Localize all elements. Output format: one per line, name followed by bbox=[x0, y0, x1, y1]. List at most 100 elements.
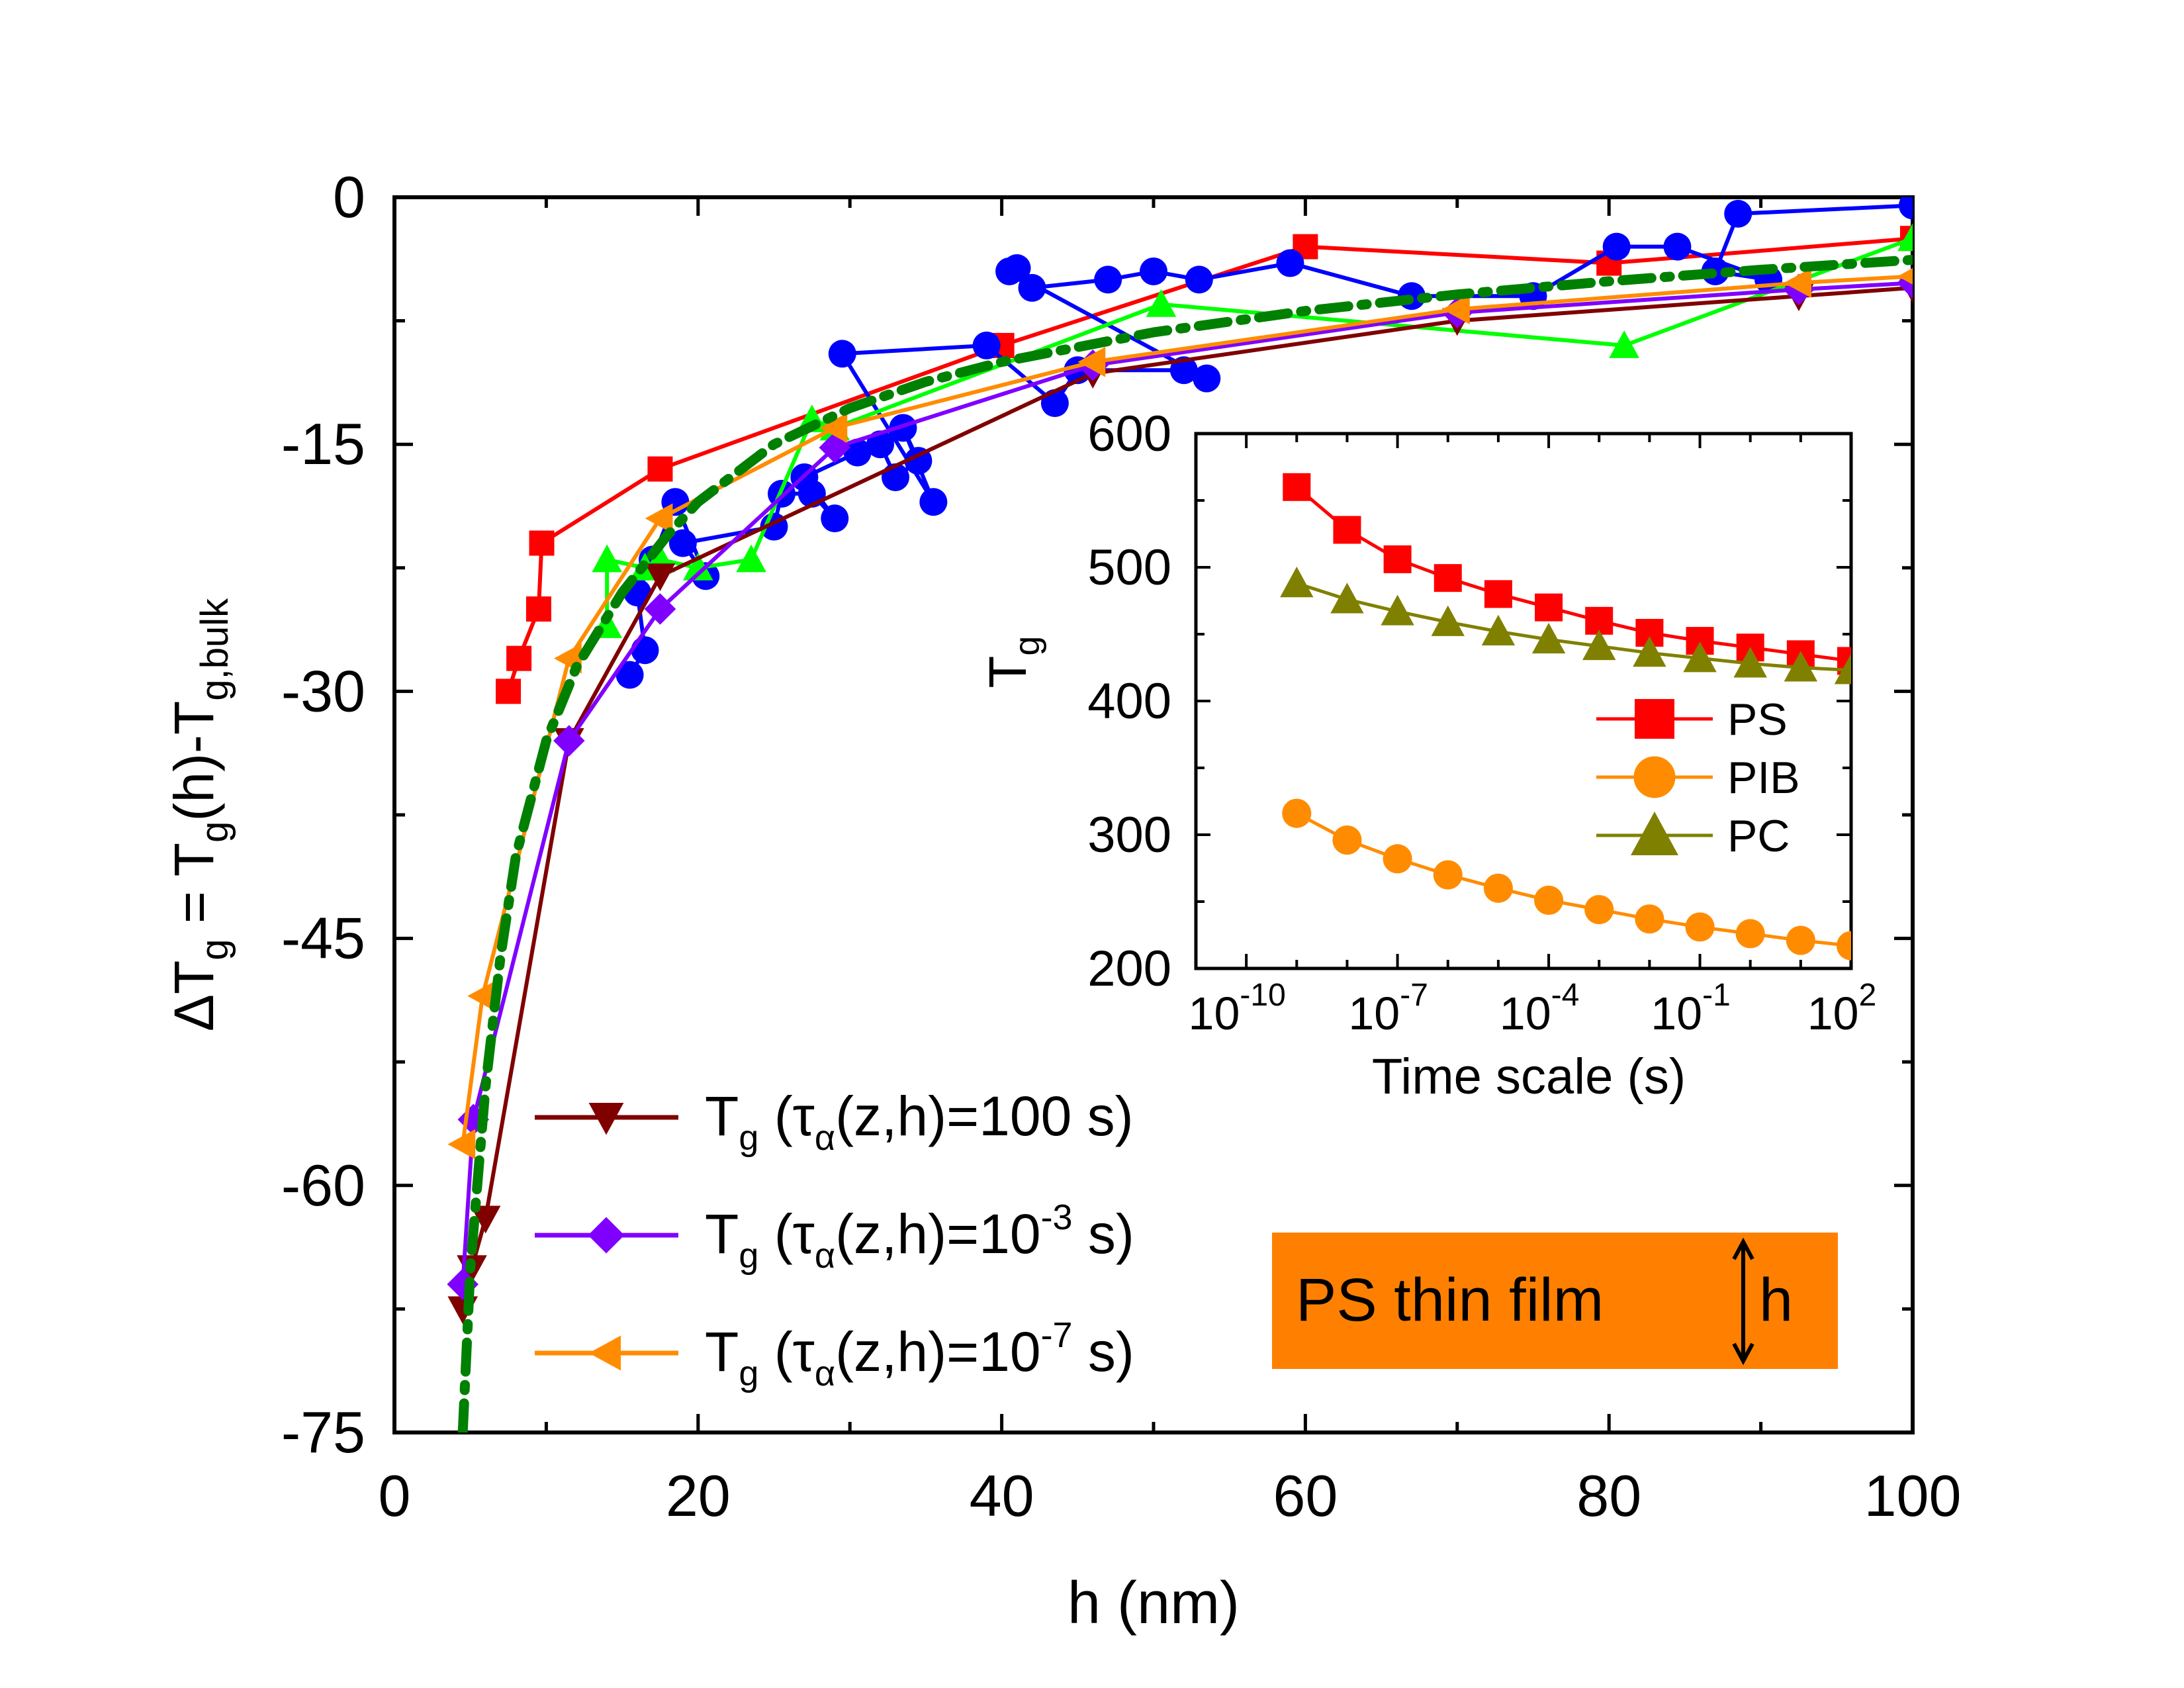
data-point bbox=[1185, 265, 1213, 294]
inset-plot-frame bbox=[1194, 432, 1853, 970]
inset-data-point bbox=[1685, 912, 1715, 942]
inset-data-point bbox=[1836, 931, 1851, 961]
data-point bbox=[525, 596, 551, 622]
inset-x-tick-label: 10-7 bbox=[1348, 978, 1428, 1039]
inset-x-tick-exponent: -10 bbox=[1240, 978, 1285, 1013]
data-point bbox=[645, 503, 673, 534]
data-point bbox=[529, 530, 555, 556]
x-tick-label: 0 bbox=[379, 1463, 411, 1528]
inset-x-tick-exponent: 2 bbox=[1859, 978, 1877, 1013]
inset-data-point bbox=[1635, 904, 1664, 934]
legend-swatch-1e-3s bbox=[535, 1217, 678, 1254]
inset-data-point bbox=[1381, 594, 1414, 626]
y-tick-label: -45 bbox=[281, 906, 365, 971]
inset-legend-label-ps: PS bbox=[1727, 694, 1788, 745]
data-point bbox=[553, 725, 585, 757]
inset-data-point bbox=[1383, 844, 1412, 874]
inset-legend-swatch-ps bbox=[1596, 699, 1713, 739]
data-point bbox=[447, 1129, 476, 1160]
data-point bbox=[1442, 294, 1470, 324]
inset-data-point bbox=[1484, 580, 1512, 608]
y-tick-label: -30 bbox=[281, 658, 365, 724]
inset-data-point bbox=[1280, 567, 1314, 598]
inset-data-point bbox=[1531, 622, 1566, 654]
inset-x-tick-base: 10 bbox=[1500, 988, 1551, 1039]
data-point bbox=[1897, 267, 1913, 285]
ylabel-rest: (h)-T bbox=[163, 701, 225, 821]
inset-legend-label-pib: PIB bbox=[1727, 753, 1800, 803]
inset-data-point bbox=[1433, 860, 1463, 890]
data-point bbox=[821, 504, 849, 533]
data-point bbox=[470, 1205, 501, 1234]
inset-x-tick-label: 10-10 bbox=[1189, 978, 1286, 1039]
main-x-axis-label: h (nm) bbox=[1068, 1570, 1240, 1636]
inset-legend-swatch-pib bbox=[1596, 756, 1713, 798]
inset-x-tick-exponent: -1 bbox=[1702, 978, 1731, 1013]
data-point bbox=[736, 544, 766, 573]
fit-dash-dot-line bbox=[457, 255, 1913, 1432]
inset-y-tick-label: 500 bbox=[1087, 539, 1171, 596]
data-point bbox=[1276, 249, 1304, 277]
data-point bbox=[506, 645, 532, 671]
data-point bbox=[644, 593, 676, 625]
main-series-group bbox=[447, 197, 1913, 1432]
double-arrow-icon bbox=[1732, 1237, 1754, 1366]
inset-y-tick-label: 400 bbox=[1087, 673, 1171, 729]
inset-y-tick-label: 600 bbox=[1087, 406, 1171, 462]
inset-legend-marker bbox=[1633, 756, 1676, 798]
inset-data-point bbox=[1282, 798, 1312, 828]
y-tick-label: 0 bbox=[333, 164, 365, 230]
ylabel-sub-g: g bbox=[193, 939, 236, 960]
data-point bbox=[615, 661, 644, 689]
main-legend: Tg (τα(z,h)=100 s) Tg (τα(z,h)=10-3 s) T… bbox=[535, 1085, 1134, 1393]
x-tick-label: 60 bbox=[1273, 1463, 1338, 1528]
inset-data-point bbox=[1433, 564, 1462, 592]
inset-x-tick-label: 10-1 bbox=[1651, 978, 1731, 1039]
data-point bbox=[496, 679, 522, 704]
y-tick-label: -15 bbox=[281, 411, 365, 477]
data-point bbox=[1018, 273, 1046, 302]
legend-label-100s: Tg (τα(z,h)=100 s) bbox=[705, 1085, 1134, 1158]
main-axis-ticks: 0 20 40 60 80 100 0 -15 -30 -45 -60 -75 bbox=[281, 164, 1962, 1528]
data-point bbox=[683, 553, 713, 581]
y-tick-label: -75 bbox=[281, 1399, 365, 1465]
inset-data-point bbox=[1834, 653, 1851, 684]
ylabel-sub-g2: g bbox=[193, 821, 236, 843]
data-point bbox=[631, 636, 659, 665]
main-y-axis-label: ΔTg = Tg(h)-Tg,bulk bbox=[163, 598, 236, 1031]
inset-data-point bbox=[1283, 473, 1311, 501]
data-point bbox=[645, 563, 676, 592]
data-point bbox=[1609, 330, 1639, 358]
inset-data-point bbox=[1633, 636, 1666, 667]
legend-swatch-100s bbox=[535, 1103, 678, 1135]
inset-data-point bbox=[1330, 583, 1364, 614]
x-tick-label: 80 bbox=[1576, 1463, 1641, 1528]
legend-marker bbox=[588, 1335, 621, 1371]
inset-y-tick-label: 300 bbox=[1087, 807, 1171, 863]
inset-series-group bbox=[1280, 473, 1851, 961]
ylabel-delta: ΔT bbox=[163, 961, 225, 1031]
data-point bbox=[647, 456, 673, 482]
inset-x-tick-label: 102 bbox=[1807, 978, 1877, 1039]
x-tick-label: 20 bbox=[666, 1463, 731, 1528]
data-point bbox=[1146, 289, 1177, 317]
data-point bbox=[1077, 347, 1106, 377]
inset-data-point bbox=[1735, 919, 1765, 949]
inset-legend-marker bbox=[1631, 812, 1678, 855]
data-point bbox=[668, 529, 697, 557]
ylabel-mid: = T bbox=[163, 843, 225, 939]
inset-x-tick-label: 10-4 bbox=[1500, 978, 1580, 1039]
data-point bbox=[1003, 254, 1031, 282]
inset-data-point bbox=[1582, 629, 1616, 661]
y-tick-label: -60 bbox=[281, 1152, 365, 1218]
legend-marker bbox=[588, 1217, 625, 1254]
inset-x-tick-base: 10 bbox=[1348, 988, 1400, 1039]
inset-x-tick-exponent: -7 bbox=[1400, 978, 1428, 1013]
data-point bbox=[1140, 257, 1167, 285]
ps-thin-film-annotation: PS thin film h bbox=[1272, 1233, 1838, 1369]
data-point bbox=[1602, 232, 1631, 261]
legend-swatch-1e-7s bbox=[535, 1335, 678, 1371]
data-point bbox=[1899, 197, 1913, 220]
